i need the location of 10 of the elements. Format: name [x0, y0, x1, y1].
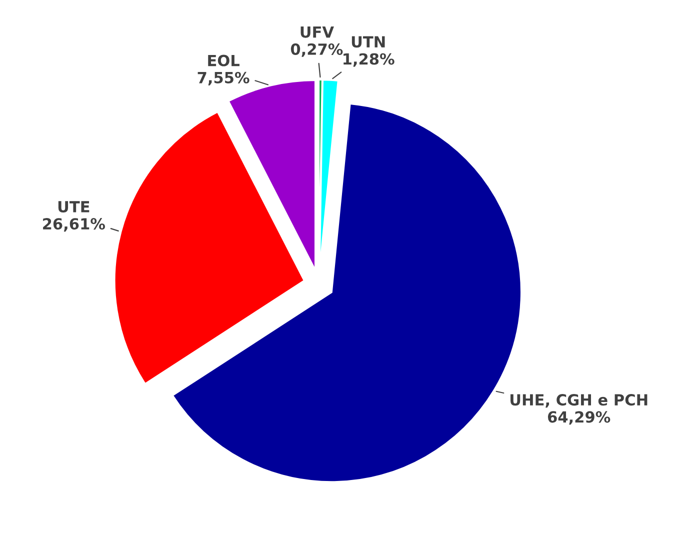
- data-label: 1,28%: [344, 53, 394, 67]
- slice-label: EOL: [208, 54, 240, 66]
- slice-label: UFV: [300, 26, 334, 38]
- slice-label: UTE: [58, 201, 90, 213]
- data-label: 7,55%: [198, 72, 250, 86]
- slice-label: UTN: [352, 36, 385, 48]
- data-label: 64,29%: [548, 411, 610, 425]
- data-label: 0,27%: [290, 43, 343, 57]
- slice-label: UHE, CGH e PCH: [510, 394, 648, 408]
- data-label: 26,61%: [43, 218, 105, 232]
